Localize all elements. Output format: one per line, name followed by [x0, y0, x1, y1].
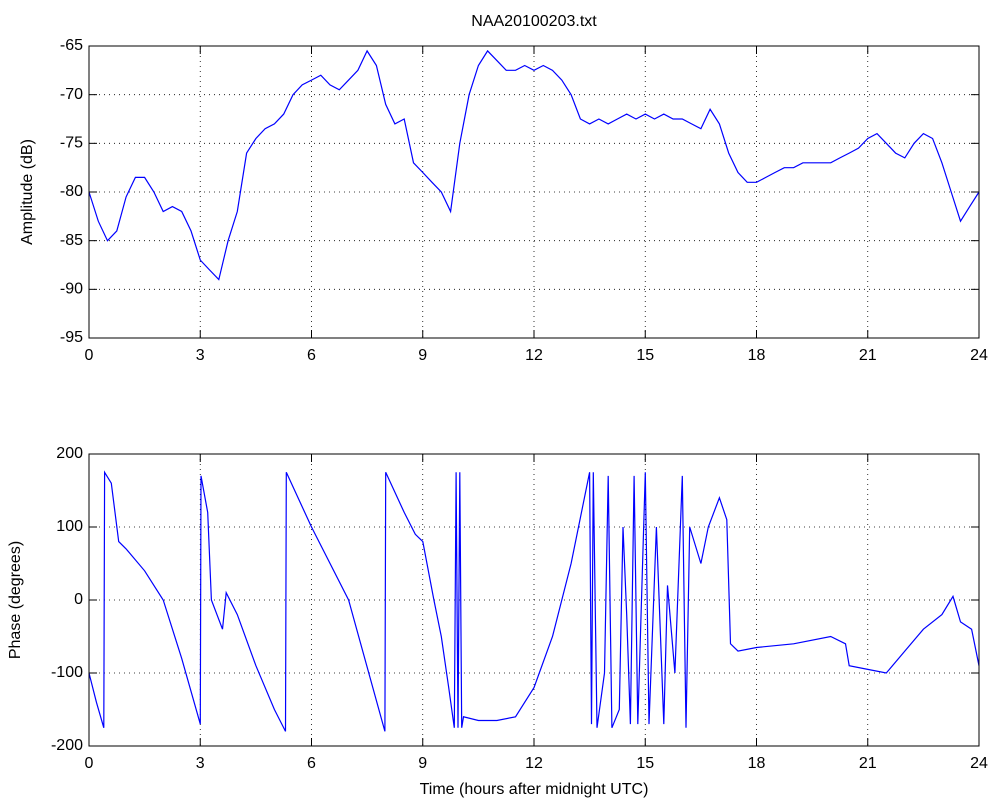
- x-tick-label: 6: [307, 755, 316, 772]
- x-tick-label: 21: [859, 347, 877, 364]
- data-line: [88, 470, 980, 732]
- x-tick-label: 12: [525, 347, 543, 364]
- x-tick-label: 24: [970, 347, 988, 364]
- y-tick-label: -100: [51, 664, 83, 681]
- x-axis-label: Time (hours after midnight UTC): [420, 781, 649, 798]
- axes-box: [88, 45, 980, 339]
- x-tick-label: 6: [307, 347, 316, 364]
- y-tick-label: 100: [56, 518, 83, 535]
- y-tick-label: -65: [60, 37, 83, 54]
- x-tick-label: 15: [636, 347, 654, 364]
- y-tick-label: -75: [60, 135, 83, 152]
- x-tick-label: 0: [85, 347, 94, 364]
- data-line: [88, 49, 980, 281]
- x-tick-label: 15: [636, 755, 654, 772]
- x-tick-label: 3: [196, 755, 205, 772]
- y-tick-label: -70: [60, 86, 83, 103]
- x-tick-label: 12: [525, 755, 543, 772]
- x-tick-label: 24: [970, 755, 988, 772]
- y-tick-label: 0: [74, 591, 83, 608]
- y-tick-label: -95: [60, 329, 83, 346]
- chart-title: NAA20100203.txt: [471, 13, 597, 30]
- y-axis-label: Amplitude (dB): [19, 139, 36, 245]
- y-tick-label: -90: [60, 281, 83, 298]
- x-tick-label: 18: [748, 347, 766, 364]
- y-tick-label: 200: [56, 445, 83, 462]
- y-tick-label: -80: [60, 183, 83, 200]
- x-tick-label: 3: [196, 347, 205, 364]
- x-tick-label: 21: [859, 755, 877, 772]
- axes-box: [88, 453, 980, 747]
- y-tick-label: -200: [51, 737, 83, 754]
- x-tick-label: 18: [748, 755, 766, 772]
- x-tick-label: 9: [418, 347, 427, 364]
- x-tick-label: 9: [418, 755, 427, 772]
- y-tick-label: -85: [60, 232, 83, 249]
- y-axis-label: Phase (degrees): [7, 541, 24, 659]
- x-tick-label: 0: [85, 755, 94, 772]
